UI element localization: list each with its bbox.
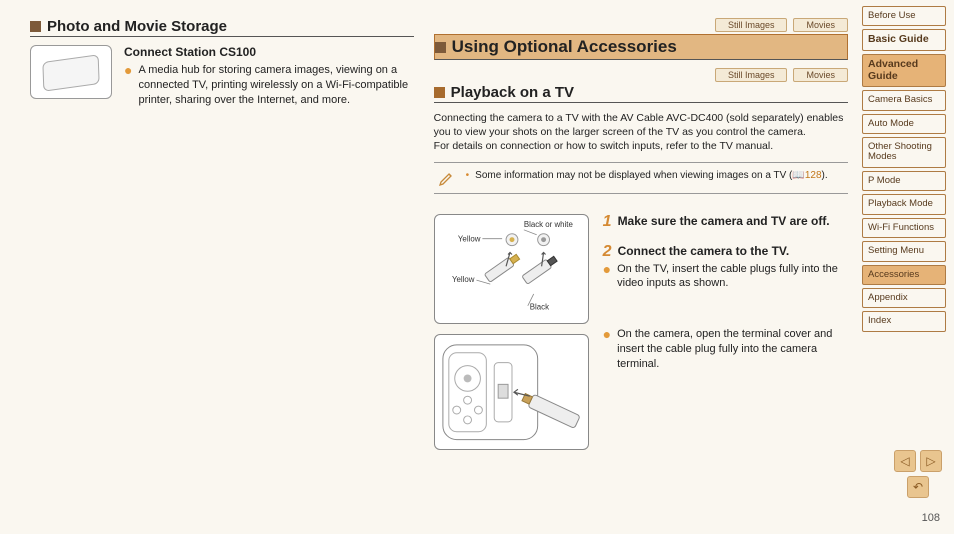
heading-square-icon <box>434 87 445 98</box>
step-2-body: ● On the TV, insert the cable plugs full… <box>603 262 848 292</box>
step-number-2: 2 <box>603 244 612 260</box>
nav-item-basic-guide[interactable]: Basic Guide <box>862 29 946 51</box>
bullet-dot-icon: ● <box>124 63 132 108</box>
tag-still-images: Still Images <box>715 68 788 82</box>
main-section-heading: Using Optional Accessories <box>434 34 848 60</box>
nav-item-other-shooting-modes[interactable]: Other Shooting Modes <box>862 137 946 168</box>
bullet-dot-icon: ● <box>603 327 611 372</box>
label-yellow-bottom: Yellow <box>452 275 475 284</box>
tag-row-top: Still Images Movies <box>434 18 848 32</box>
tag-movies: Movies <box>793 18 848 32</box>
pencil-icon <box>438 169 456 187</box>
nav-item-wi-fi-functions[interactable]: Wi-Fi Functions <box>862 218 946 238</box>
nav-item-appendix[interactable]: Appendix <box>862 288 946 308</box>
prev-page-button[interactable]: ◁ <box>894 450 916 472</box>
step-2-heading: Connect the camera to the TV. <box>618 244 848 258</box>
note-page-ref[interactable]: 📖128 <box>792 170 821 181</box>
nav-item-setting-menu[interactable]: Setting Menu <box>862 241 946 261</box>
step-number-1: 1 <box>603 214 612 230</box>
left-section-heading: Photo and Movie Storage <box>30 18 414 37</box>
heading-square-icon <box>435 42 446 53</box>
pager-controls: ◁ ▷ ↶ <box>894 450 942 498</box>
tag-movies: Movies <box>793 68 848 82</box>
nav-item-playback-mode[interactable]: Playback Mode <box>862 194 946 214</box>
label-black-or-white: Black or white <box>523 219 573 228</box>
step-2: 2 Connect the camera to the TV. ● On the… <box>603 244 848 292</box>
cs100-thumbnail <box>30 45 112 99</box>
label-yellow-top: Yellow <box>458 234 481 243</box>
product-description-text: A media hub for storing camera images, v… <box>138 63 413 108</box>
intro-paragraph: Connecting the camera to a TV with the A… <box>434 111 848 154</box>
nav-item-p-mode[interactable]: P Mode <box>862 171 946 191</box>
page-number: 108 <box>922 512 940 524</box>
note-bullet-icon: • <box>466 169 470 182</box>
label-black: Black <box>529 302 548 311</box>
note-text: Some information may not be displayed wh… <box>475 169 827 182</box>
step-1: 1 Make sure the camera and TV are off. <box>603 214 848 228</box>
nav-item-camera-basics[interactable]: Camera Basics <box>862 90 946 110</box>
illustration-tv-inputs: Black or white Yellow <box>434 214 589 325</box>
nav-item-auto-mode[interactable]: Auto Mode <box>862 114 946 134</box>
nav-item-before-use[interactable]: Before Use <box>862 6 946 26</box>
note-item: • Some information may not be displayed … <box>466 169 828 182</box>
nav-item-index[interactable]: Index <box>862 311 946 331</box>
note-box: • Some information may not be displayed … <box>434 162 848 194</box>
tag-still-images: Still Images <box>715 18 788 32</box>
main-heading-text: Using Optional Accessories <box>452 37 677 57</box>
product-title: Connect Station CS100 <box>124 45 414 59</box>
step-3-body-block: ● On the camera, open the terminal cover… <box>603 327 848 372</box>
sub-section-heading: Playback on a TV <box>434 84 848 103</box>
nav-item-advanced-guide[interactable]: Advanced Guide <box>862 54 946 87</box>
bullet-dot-icon: ● <box>603 262 611 292</box>
heading-square-icon <box>30 21 41 32</box>
next-page-button[interactable]: ▷ <box>920 450 942 472</box>
nav-item-accessories[interactable]: Accessories <box>862 265 946 285</box>
product-description: ● A media hub for storing camera images,… <box>124 63 414 108</box>
step-1-heading: Make sure the camera and TV are off. <box>618 214 848 228</box>
step-3-body: ● On the camera, open the terminal cover… <box>603 327 848 372</box>
return-button[interactable]: ↶ <box>907 476 929 498</box>
left-heading-text: Photo and Movie Storage <box>47 18 227 35</box>
illustration-camera-terminal <box>434 334 589 450</box>
sub-heading-text: Playback on a TV <box>451 84 574 101</box>
tag-row-sub: Still Images Movies <box>434 68 848 82</box>
